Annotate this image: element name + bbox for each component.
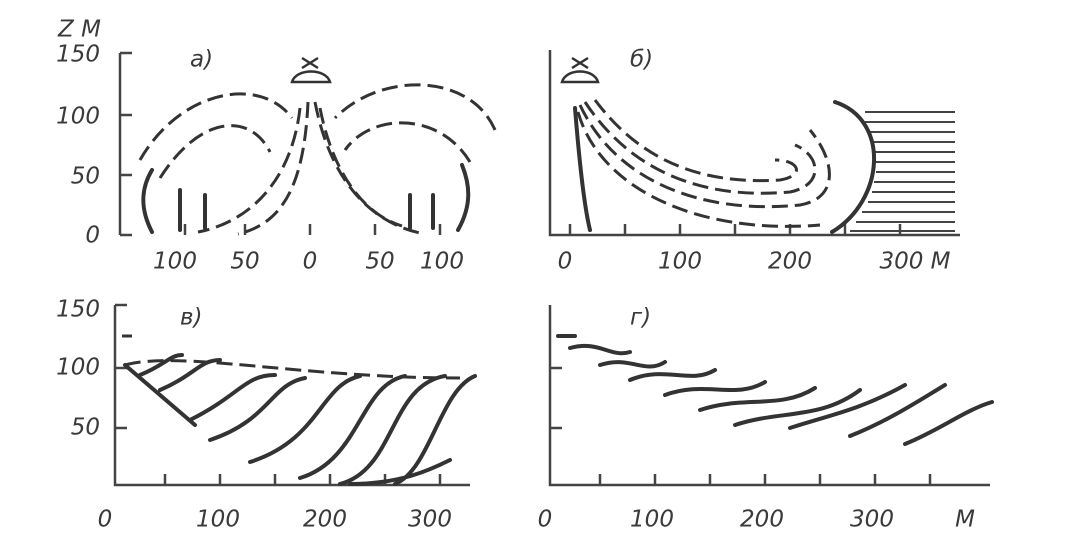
x-tick-label: 200 xyxy=(303,507,347,533)
panel-a xyxy=(118,51,497,237)
x-tick-label: 100 xyxy=(658,249,702,275)
axes xyxy=(548,305,990,487)
top-line xyxy=(122,334,461,380)
y-tick-label: 50 xyxy=(71,164,100,190)
stream-line xyxy=(318,107,403,228)
x-tick-label: 100 xyxy=(420,249,464,275)
x-tick-label: 200 xyxy=(740,507,784,533)
y-tick-label: 100 xyxy=(56,355,100,381)
panel-label: а) xyxy=(190,47,213,73)
vortex xyxy=(141,163,471,234)
y-tick-label: 150 xyxy=(56,297,100,323)
y-tick-label: 0 xyxy=(85,223,100,249)
y-tick-label: 50 xyxy=(71,415,100,441)
panel-label: в) xyxy=(180,305,203,331)
y-tick-label: 100 xyxy=(56,104,100,130)
x-tick-label: 300 M xyxy=(879,249,950,275)
profile xyxy=(556,334,994,446)
x-tick-label: 50 xyxy=(365,249,394,275)
x-tick-label: 0 xyxy=(538,507,553,533)
x-tick-label: 0 xyxy=(98,507,113,533)
x-tick-label: 50 xyxy=(230,249,259,275)
panel-b xyxy=(548,50,960,237)
y-axis-label: Z M xyxy=(57,17,101,43)
x-tick-label: M xyxy=(955,507,975,533)
stream-line xyxy=(573,106,592,232)
x-tick-label: 100 xyxy=(153,249,197,275)
stream-line xyxy=(593,99,798,183)
axes xyxy=(548,50,960,237)
x-tick-label: 0 xyxy=(558,249,573,275)
panel-label: г) xyxy=(630,305,651,331)
x-tick-label: 200 xyxy=(768,249,812,275)
stream-line xyxy=(138,92,294,161)
y-tick-label: 150 xyxy=(56,42,100,68)
axes xyxy=(118,51,442,237)
stream-line xyxy=(576,111,821,228)
x-tick-label: 100 xyxy=(630,507,674,533)
panel-c xyxy=(113,303,477,487)
source-icon xyxy=(560,56,600,84)
stream-line xyxy=(158,124,272,179)
profile xyxy=(123,353,477,486)
stream-line xyxy=(578,104,831,209)
x-tick-label: 300 xyxy=(850,507,894,533)
stream-line xyxy=(333,83,497,131)
panel-d xyxy=(548,305,994,487)
stream-line xyxy=(343,121,472,163)
stream-line xyxy=(313,101,421,235)
hatching xyxy=(850,111,955,232)
panel-label: б) xyxy=(630,47,653,73)
x-tick-label: 100 xyxy=(196,507,240,533)
stream-line xyxy=(197,107,302,234)
x-tick-label: 0 xyxy=(303,249,318,275)
x-tick-label: 300 xyxy=(408,507,452,533)
front xyxy=(830,100,877,234)
source-icon xyxy=(290,56,332,84)
stream-line xyxy=(237,101,310,236)
stream-line xyxy=(583,101,817,195)
